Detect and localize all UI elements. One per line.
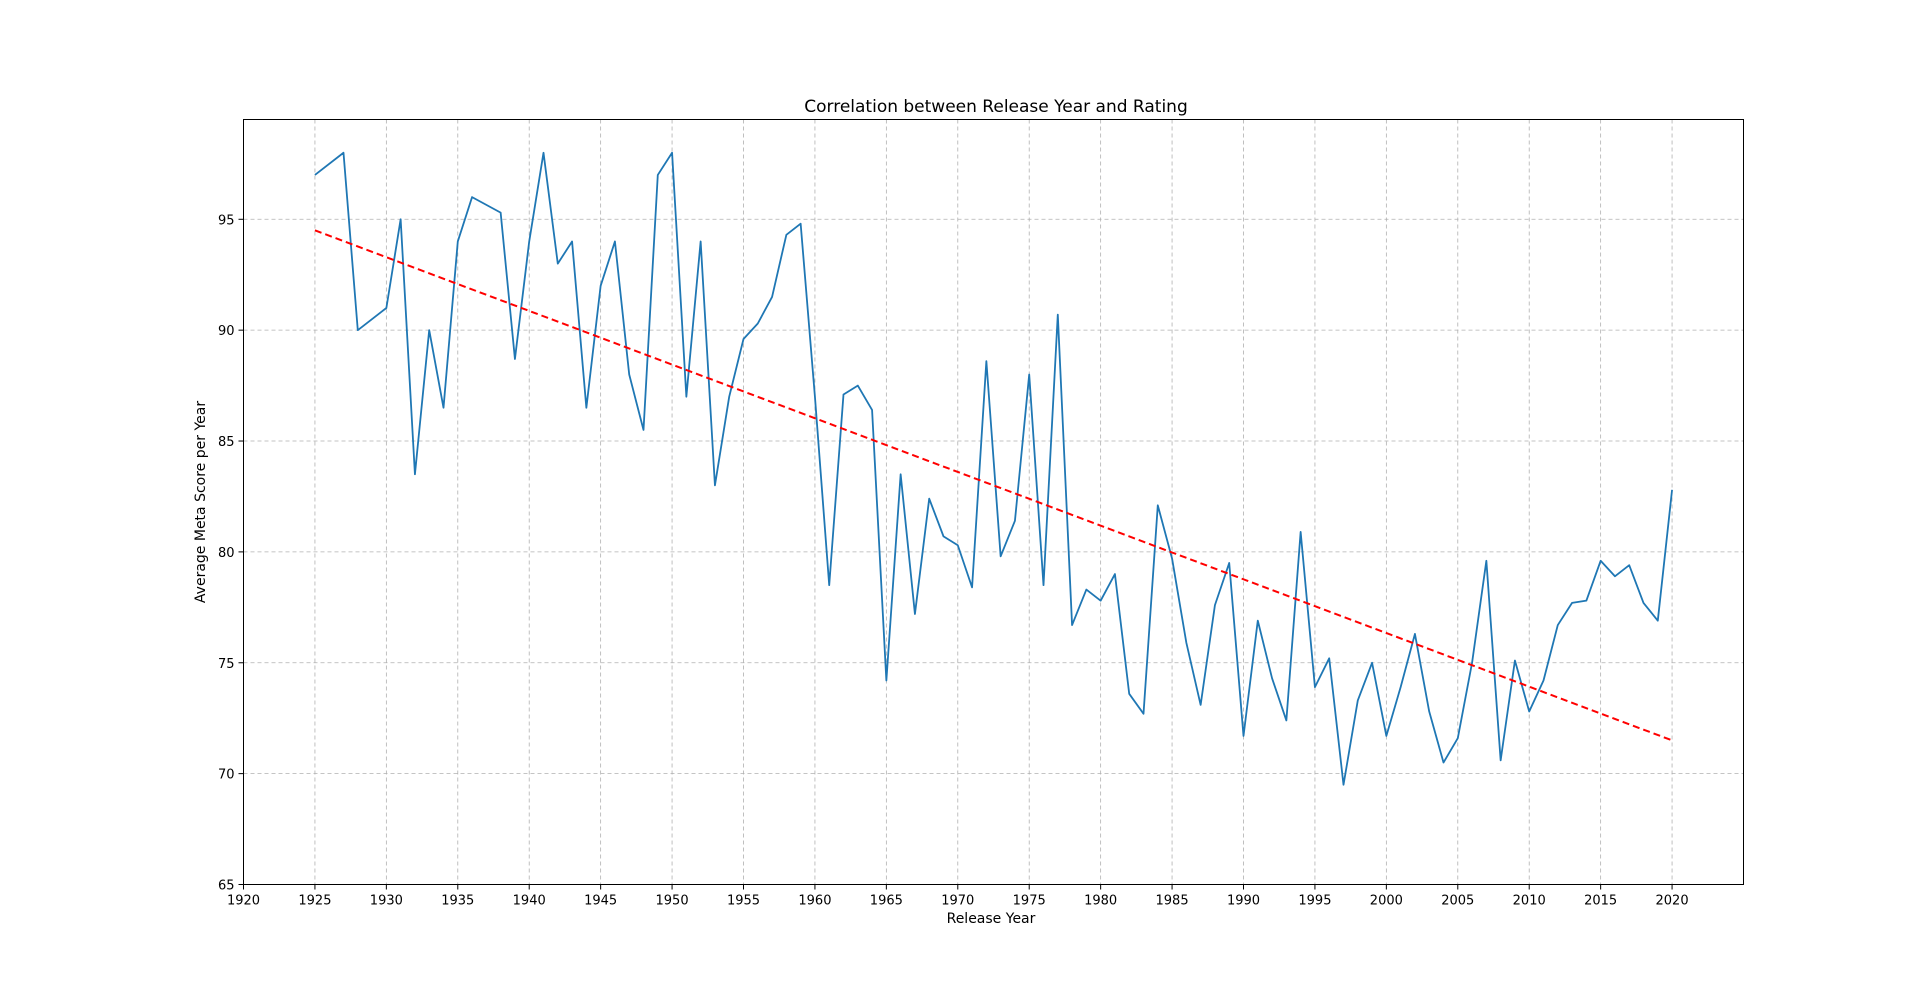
plot-frame xyxy=(243,119,1744,885)
x-axis: 1920 1925 1930 1935 1940 1945 1950 1955 1960 1965… xyxy=(227,884,1689,909)
y-tick-label: 80 xyxy=(218,546,235,561)
x-tick-label: 1980 xyxy=(1084,894,1117,909)
x-tick-label: 1930 xyxy=(370,894,403,909)
x-tick-label: 1920 xyxy=(227,894,260,909)
y-tick-label: 75 xyxy=(218,657,235,672)
x-tick-label: 2015 xyxy=(1584,894,1617,909)
x-tick-label: 1995 xyxy=(1298,894,1331,909)
y-axis: 65 70 75 80 85 90 95 xyxy=(218,213,244,894)
y-tick-label: 70 xyxy=(218,768,235,783)
y-tick-label: 90 xyxy=(218,324,235,339)
x-tick-label: 1955 xyxy=(727,894,760,909)
x-tick-label: 1965 xyxy=(870,894,903,909)
x-tick-label: 1945 xyxy=(584,894,617,909)
x-tick-label: 1950 xyxy=(656,894,689,909)
y-tick-label: 65 xyxy=(218,879,235,894)
chart-title: Correlation between Release Year and Rat… xyxy=(804,97,1187,117)
series-group xyxy=(314,151,1673,786)
x-tick-label: 1925 xyxy=(298,894,331,909)
x-tick-label: 1975 xyxy=(1013,894,1046,909)
x-tick-label: 2005 xyxy=(1441,894,1474,909)
x-tick-label: 1960 xyxy=(798,894,831,909)
y-axis-label: Average Meta Score per Year xyxy=(193,401,209,603)
x-tick-label: 1940 xyxy=(513,894,546,909)
x-tick-label: 1985 xyxy=(1156,894,1189,909)
x-tick-label: 2010 xyxy=(1513,894,1546,909)
trend-line xyxy=(314,229,1673,742)
x-tick-label: 1935 xyxy=(441,894,474,909)
grid xyxy=(243,119,1744,885)
x-tick-label: 1990 xyxy=(1227,894,1260,909)
x-tick-label: 2020 xyxy=(1656,894,1689,909)
x-axis-label: Release Year xyxy=(947,911,1036,927)
y-tick-label: 85 xyxy=(218,435,235,450)
x-tick-label: 1970 xyxy=(941,894,974,909)
x-tick-label: 2000 xyxy=(1370,894,1403,909)
y-tick-label: 95 xyxy=(218,213,235,228)
meta-score-line xyxy=(314,151,1673,786)
